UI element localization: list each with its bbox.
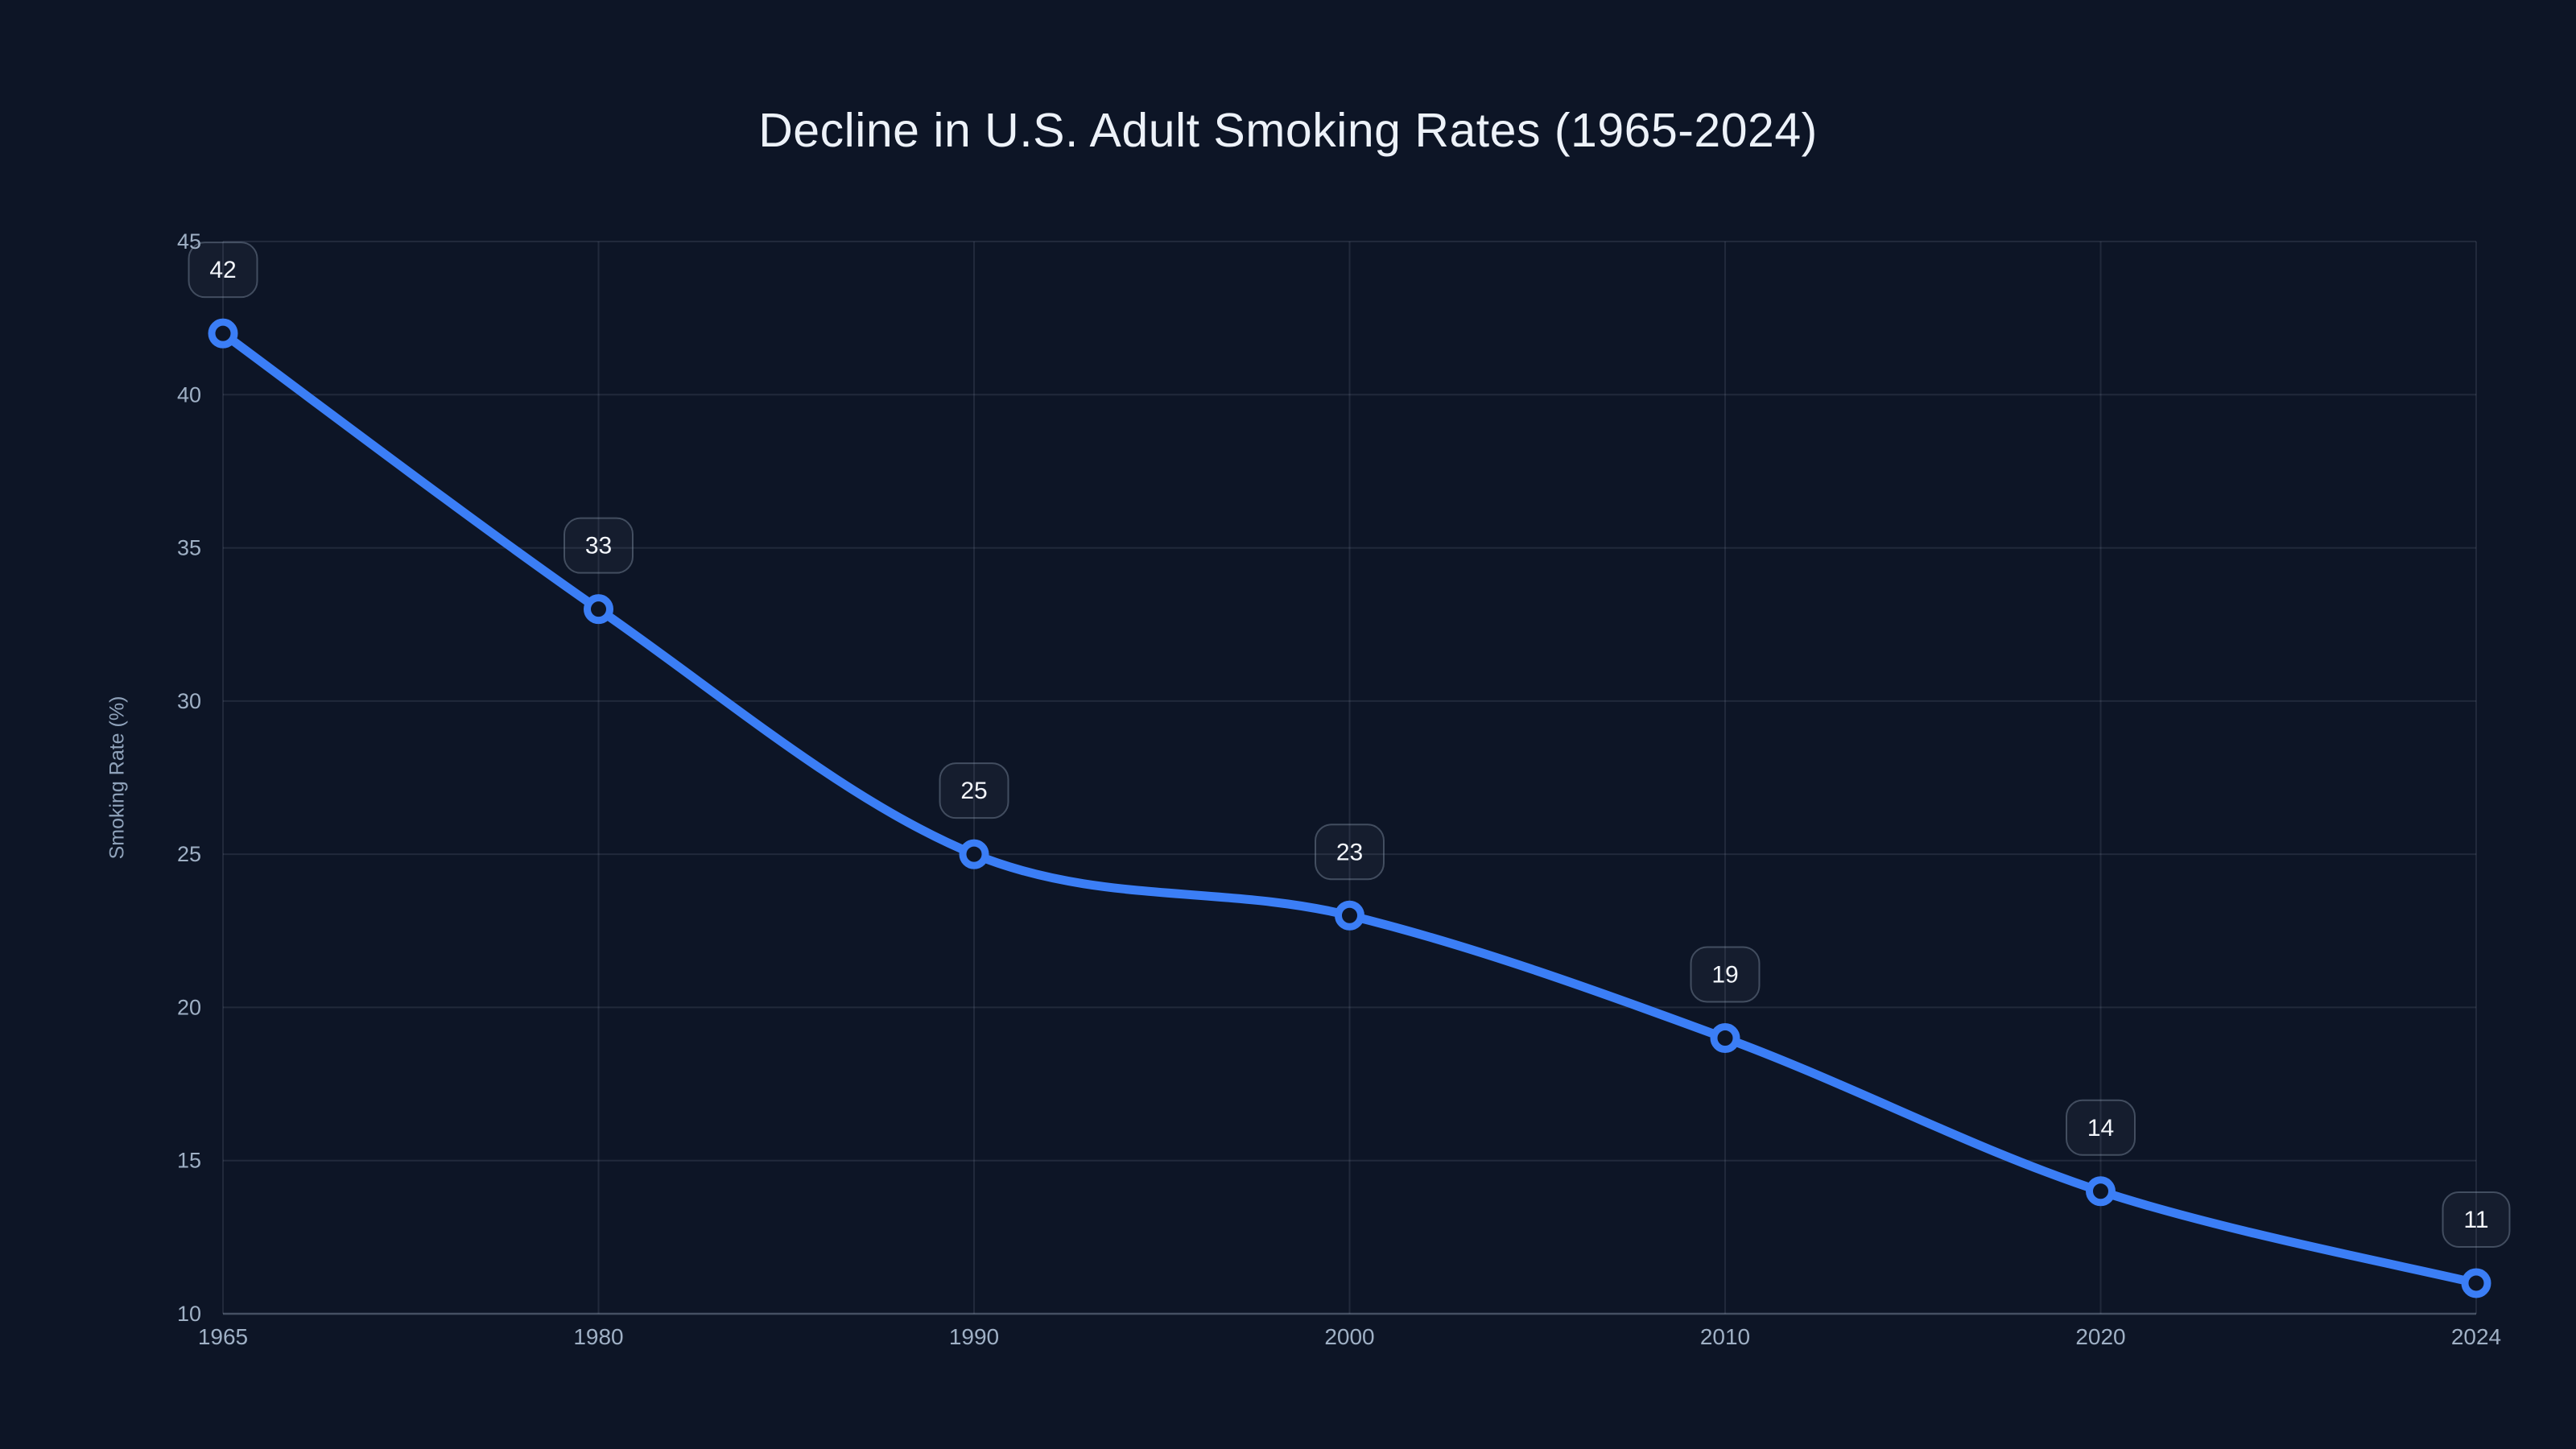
y-tick-label: 35 [177, 536, 201, 560]
data-label-text: 11 [2463, 1207, 2488, 1233]
data-label-box [1315, 824, 1385, 881]
x-tick-label: 2000 [1324, 1324, 1374, 1349]
data-point-marker [584, 594, 613, 625]
y-tick-label: 40 [177, 382, 201, 407]
data-label-text: 42 [209, 257, 236, 283]
data-label-text: 19 [1711, 961, 1738, 988]
data-label-text: 14 [2087, 1115, 2114, 1141]
data-label-text: 23 [1336, 839, 1363, 865]
y-tick-label: 15 [177, 1149, 201, 1173]
data-label-text: 25 [960, 778, 987, 804]
data-point-marker [1710, 1022, 1740, 1053]
data-label-box [1690, 946, 1761, 1003]
data-point-marker [1335, 900, 1364, 931]
y-tick-label: 25 [177, 842, 201, 866]
data-point-marker [2086, 1176, 2116, 1207]
data-label-text: 33 [585, 533, 612, 559]
x-tick-label: 1980 [573, 1324, 623, 1349]
data-label-box [188, 242, 258, 299]
x-tick-label: 2010 [1700, 1324, 1750, 1349]
y-tick-label: 10 [177, 1302, 201, 1326]
y-tick-label: 20 [177, 995, 201, 1019]
data-label-box [2066, 1099, 2136, 1156]
x-tick-label: 2020 [2075, 1324, 2125, 1349]
y-tick-label: 30 [177, 689, 201, 713]
y-tick-label: 45 [177, 229, 201, 254]
data-label-box [939, 762, 1009, 819]
x-tick-label: 2024 [2451, 1324, 2501, 1349]
chart-title: Decline in U.S. Adult Smoking Rates (196… [758, 104, 1818, 157]
data-point-marker [959, 839, 989, 869]
x-tick-label: 1990 [949, 1324, 999, 1349]
data-point-marker [208, 318, 238, 349]
data-label-box [2442, 1191, 2511, 1248]
data-point-marker [2461, 1268, 2491, 1298]
x-tick-label: 1965 [198, 1324, 248, 1349]
data-label-box [564, 517, 634, 574]
